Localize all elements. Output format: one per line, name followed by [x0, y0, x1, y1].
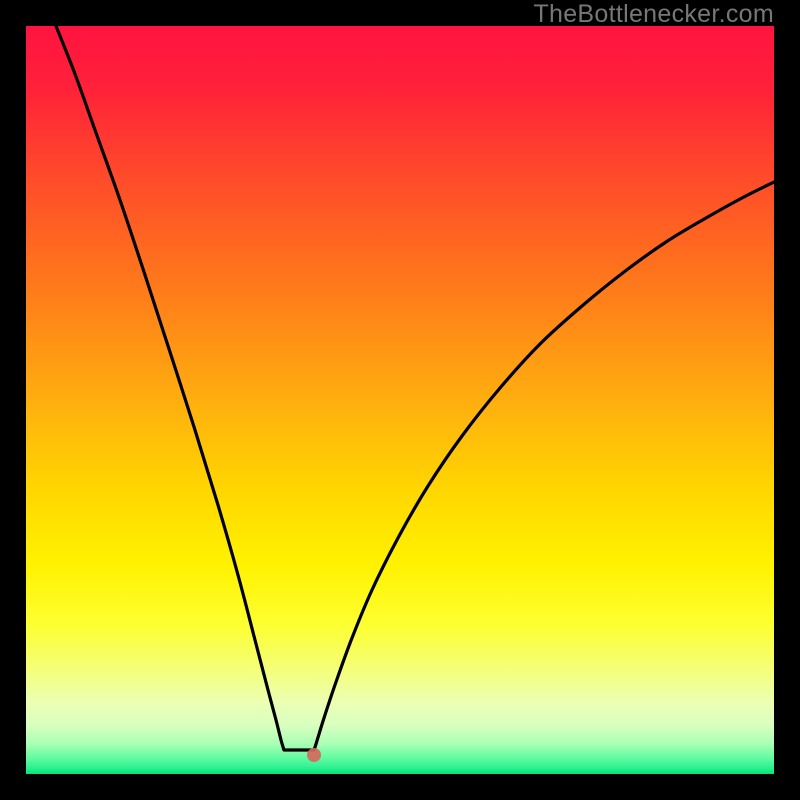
- plot-gradient-background: [26, 26, 774, 774]
- optimum-marker: [307, 748, 321, 762]
- chart-container: TheBottlenecker.com: [0, 0, 800, 800]
- watermark-text: TheBottlenecker.com: [533, 0, 774, 29]
